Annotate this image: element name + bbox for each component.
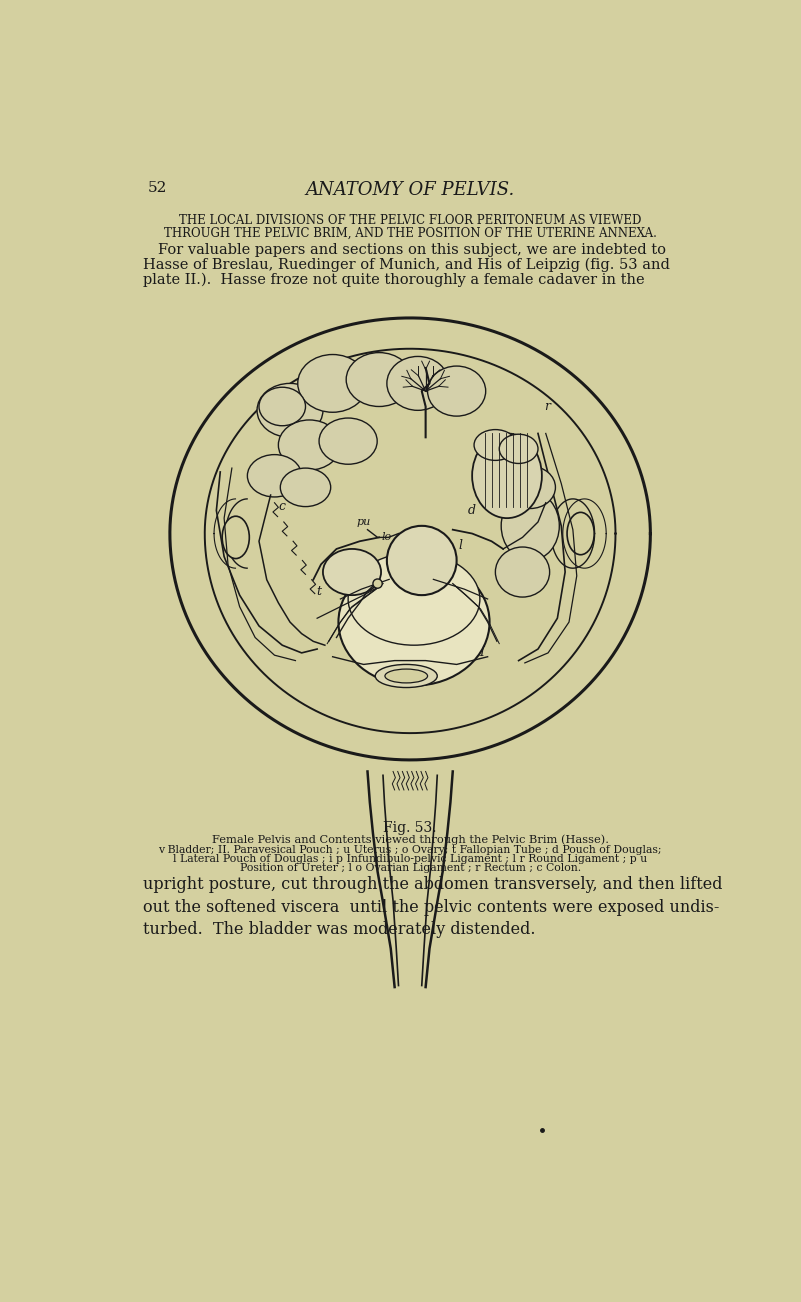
Ellipse shape [387, 526, 457, 595]
Ellipse shape [339, 559, 489, 686]
Ellipse shape [499, 434, 538, 464]
Text: plate II.).  Hasse froze not quite thoroughly a female cadaver in the: plate II.). Hasse froze not quite thorou… [143, 272, 644, 286]
Ellipse shape [280, 469, 331, 506]
Ellipse shape [472, 434, 541, 518]
Ellipse shape [375, 664, 437, 687]
Ellipse shape [346, 353, 412, 406]
Text: pu: pu [356, 517, 371, 527]
Text: For valuable papers and sections on this subject, we are indebted to: For valuable papers and sections on this… [159, 243, 666, 258]
Text: 52: 52 [148, 181, 167, 195]
Ellipse shape [298, 354, 368, 413]
Text: Female Pelvis and Contents viewed through the Pelvic Brim (Hasse).: Female Pelvis and Contents viewed throug… [211, 835, 609, 845]
Ellipse shape [505, 466, 555, 509]
Ellipse shape [474, 430, 517, 461]
Text: l Lateral Pouch of Douglas ; i p Infundibulo-pelvic Ligament ; l r Round Ligamen: l Lateral Pouch of Douglas ; i p Infundi… [173, 854, 647, 863]
Text: r: r [545, 400, 550, 413]
Ellipse shape [248, 454, 302, 497]
Ellipse shape [567, 513, 594, 555]
Ellipse shape [373, 579, 382, 589]
Ellipse shape [501, 491, 559, 560]
Text: u: u [419, 557, 428, 572]
Ellipse shape [495, 547, 549, 598]
Text: v Bladder; II. Paravesical Pouch ; u Uterus ; o Ovary; t Fallopian Tube ; d Pouc: v Bladder; II. Paravesical Pouch ; u Ute… [159, 845, 662, 854]
Text: l: l [458, 539, 462, 552]
Text: Position of Ureter ; l o Ovarian Ligament ; r Rectum ; c Colon.: Position of Ureter ; l o Ovarian Ligamen… [239, 863, 581, 874]
Text: Hasse of Breslau, Ruedinger of Munich, and His of Leipzig (fig. 53 and: Hasse of Breslau, Ruedinger of Munich, a… [143, 258, 670, 272]
Ellipse shape [387, 357, 449, 410]
Ellipse shape [385, 669, 428, 684]
Text: Fig. 53.: Fig. 53. [384, 820, 437, 835]
Ellipse shape [428, 366, 485, 417]
Ellipse shape [222, 516, 249, 559]
Text: upright posture, cut through the abdomen transversely, and then lifted: upright posture, cut through the abdomen… [143, 876, 723, 893]
Text: c: c [279, 500, 286, 513]
Text: lo: lo [382, 533, 392, 543]
Text: out the softened viscera  until the pelvic contents were exposed undis-: out the softened viscera until the pelvi… [143, 898, 719, 915]
Ellipse shape [323, 549, 381, 595]
Text: d: d [468, 504, 476, 517]
Ellipse shape [279, 421, 340, 470]
Text: THE LOCAL DIVISIONS OF THE PELVIC FLOOR PERITONEUM AS VIEWED: THE LOCAL DIVISIONS OF THE PELVIC FLOOR … [179, 214, 642, 227]
Text: turbed.  The bladder was moderately distended.: turbed. The bladder was moderately diste… [143, 921, 535, 937]
Text: t: t [316, 585, 321, 598]
Ellipse shape [257, 383, 323, 437]
Text: o: o [350, 568, 357, 581]
Text: v: v [406, 618, 414, 633]
Text: ANATOMY OF PELVIS.: ANATOMY OF PELVIS. [305, 181, 515, 199]
Ellipse shape [348, 553, 480, 646]
Ellipse shape [319, 418, 377, 465]
Ellipse shape [259, 387, 305, 426]
Text: THROUGH THE PELVIC BRIM, AND THE POSITION OF THE UTERINE ANNEXA.: THROUGH THE PELVIC BRIM, AND THE POSITIO… [163, 227, 657, 240]
Text: II: II [475, 646, 485, 659]
